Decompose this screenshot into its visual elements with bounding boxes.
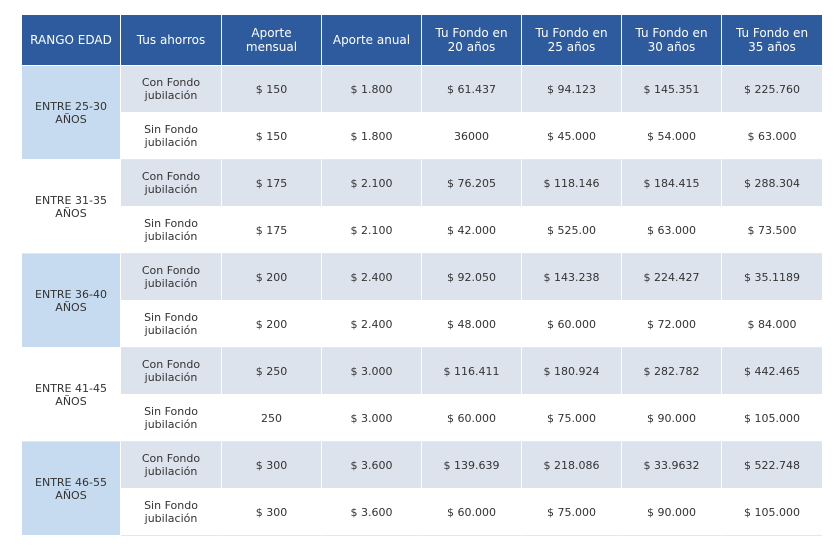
age-range-cell: ENTRE 31-35 AÑOS: [22, 160, 121, 254]
fondo-20-cell: $ 116.411: [422, 348, 522, 395]
table-row: ENTRE 31-35 AÑOS Con Fondo jubilación $ …: [22, 160, 822, 254]
fondo-30-cell: $ 145.351: [622, 66, 722, 113]
table-row: Sin Fondo jubilación $ 300 $ 3.600 $ 60.…: [22, 489, 822, 536]
aporte-mensual-cell: $ 300: [222, 489, 322, 536]
fondo-30-cell: $ 224.427: [622, 254, 722, 301]
aporte-anual-cell: $ 3.000: [322, 395, 422, 442]
fondo-30-cell: $ 54.000: [622, 113, 722, 160]
aporte-mensual-cell: $ 175: [222, 160, 322, 207]
fondo-20-cell: $ 76.205: [422, 160, 522, 207]
aporte-anual-cell: $ 1.800: [322, 66, 422, 113]
aporte-anual-cell: $ 2.100: [322, 207, 422, 254]
aporte-anual-cell: $ 3.000: [322, 348, 422, 395]
header-fondo-35: Tu Fondo en 35 años: [722, 15, 822, 66]
fondo-35-cell: $ 442.465: [722, 348, 822, 395]
fondo-35-cell: $ 522.748: [722, 442, 822, 489]
age-range-cell: ENTRE 41-45 AÑOS: [22, 348, 121, 442]
age-range-cell: ENTRE 25-30 AÑOS: [22, 66, 121, 160]
savings-type-cell: Sin Fondo jubilación: [121, 113, 222, 160]
fondo-30-cell: $ 72.000: [622, 301, 722, 348]
fondo-25-cell: $ 60.000: [522, 301, 622, 348]
fondo-20-cell: $ 61.437: [422, 66, 522, 113]
table-row: ENTRE 36-40 AÑOS Con Fondo jubilación $ …: [22, 254, 822, 348]
fondo-25-cell: $ 94.123: [522, 66, 622, 113]
aporte-mensual-cell: $ 200: [222, 301, 322, 348]
header-rango-edad: RANGO EDAD: [22, 15, 121, 66]
fondo-35-cell: $ 35.1189: [722, 254, 822, 301]
aporte-mensual-cell: $ 300: [222, 442, 322, 489]
table-row: ENTRE 41-45 AÑOS Con Fondo jubilación $ …: [22, 348, 822, 442]
fondo-35-cell: $ 105.000: [722, 395, 822, 442]
fondo-25-cell: $ 180.924: [522, 348, 622, 395]
header-aporte-anual: Aporte anual: [322, 15, 422, 66]
fondo-35-cell: $ 73.500: [722, 207, 822, 254]
aporte-anual-cell: $ 2.400: [322, 254, 422, 301]
aporte-mensual-cell: 250: [222, 395, 322, 442]
header-fondo-20: Tu Fondo en 20 años: [422, 15, 522, 66]
aporte-mensual-cell: $ 150: [222, 66, 322, 113]
table-row: Sin Fondo jubilación 250 $ 3.000 $ 60.00…: [22, 395, 822, 442]
fondo-20-cell: $ 60.000: [422, 395, 522, 442]
fondo-25-cell: $ 218.086: [522, 442, 622, 489]
header-row: RANGO EDAD Tus ahorros Aporte mensual Ap…: [22, 15, 822, 66]
savings-table: RANGO EDAD Tus ahorros Aporte mensual Ap…: [22, 15, 822, 536]
savings-type-cell: Con Fondo jubilación: [121, 442, 222, 489]
fondo-20-cell: $ 60.000: [422, 489, 522, 536]
fondo-25-cell: $ 45.000: [522, 113, 622, 160]
header-fondo-25: Tu Fondo en 25 años: [522, 15, 622, 66]
fondo-25-cell: $ 75.000: [522, 489, 622, 536]
savings-type-cell: Con Fondo jubilación: [121, 254, 222, 301]
fondo-35-cell: $ 225.760: [722, 66, 822, 113]
aporte-mensual-cell: $ 150: [222, 113, 322, 160]
savings-type-cell: Con Fondo jubilación: [121, 348, 222, 395]
table-row: Sin Fondo jubilación $ 150 $ 1.800 36000…: [22, 113, 822, 160]
table-row: Sin Fondo jubilación $ 175 $ 2.100 $ 42.…: [22, 207, 822, 254]
header-tus-ahorros: Tus ahorros: [121, 15, 222, 66]
savings-type-cell: Sin Fondo jubilación: [121, 207, 222, 254]
savings-type-cell: Sin Fondo jubilación: [121, 489, 222, 536]
fondo-25-cell: $ 143.238: [522, 254, 622, 301]
fondo-30-cell: $ 63.000: [622, 207, 722, 254]
table-row: ENTRE 46-55 AÑOS Con Fondo jubilación $ …: [22, 442, 822, 536]
fondo-35-cell: $ 288.304: [722, 160, 822, 207]
fondo-25-cell: $ 118.146: [522, 160, 622, 207]
aporte-mensual-cell: $ 200: [222, 254, 322, 301]
fondo-20-cell: $ 48.000: [422, 301, 522, 348]
aporte-anual-cell: $ 2.400: [322, 301, 422, 348]
fondo-20-cell: $ 139.639: [422, 442, 522, 489]
age-range-cell: ENTRE 36-40 AÑOS: [22, 254, 121, 348]
table-row: Sin Fondo jubilación $ 200 $ 2.400 $ 48.…: [22, 301, 822, 348]
table-row: ENTRE 25-30 AÑOS Con Fondo jubilación $ …: [22, 66, 822, 160]
aporte-anual-cell: $ 1.800: [322, 113, 422, 160]
fondo-20-cell: 36000: [422, 113, 522, 160]
aporte-anual-cell: $ 3.600: [322, 442, 422, 489]
savings-type-cell: Con Fondo jubilación: [121, 66, 222, 113]
fondo-25-cell: $ 75.000: [522, 395, 622, 442]
savings-type-cell: Con Fondo jubilación: [121, 160, 222, 207]
aporte-anual-cell: $ 2.100: [322, 160, 422, 207]
fondo-30-cell: $ 90.000: [622, 395, 722, 442]
fondo-20-cell: $ 92.050: [422, 254, 522, 301]
fondo-30-cell: $ 90.000: [622, 489, 722, 536]
fondo-35-cell: $ 63.000: [722, 113, 822, 160]
header-fondo-30: Tu Fondo en 30 años: [622, 15, 722, 66]
fondo-25-cell: $ 525.00: [522, 207, 622, 254]
fondo-30-cell: $ 184.415: [622, 160, 722, 207]
fondo-30-cell: $ 282.782: [622, 348, 722, 395]
fondo-35-cell: $ 84.000: [722, 301, 822, 348]
aporte-mensual-cell: $ 175: [222, 207, 322, 254]
savings-type-cell: Sin Fondo jubilación: [121, 301, 222, 348]
savings-type-cell: Sin Fondo jubilación: [121, 395, 222, 442]
fondo-30-cell: $ 33.9632: [622, 442, 722, 489]
aporte-mensual-cell: $ 250: [222, 348, 322, 395]
fondo-20-cell: $ 42.000: [422, 207, 522, 254]
aporte-anual-cell: $ 3.600: [322, 489, 422, 536]
fondo-35-cell: $ 105.000: [722, 489, 822, 536]
header-aporte-mensual: Aporte mensual: [222, 15, 322, 66]
age-range-cell: ENTRE 46-55 AÑOS: [22, 442, 121, 536]
